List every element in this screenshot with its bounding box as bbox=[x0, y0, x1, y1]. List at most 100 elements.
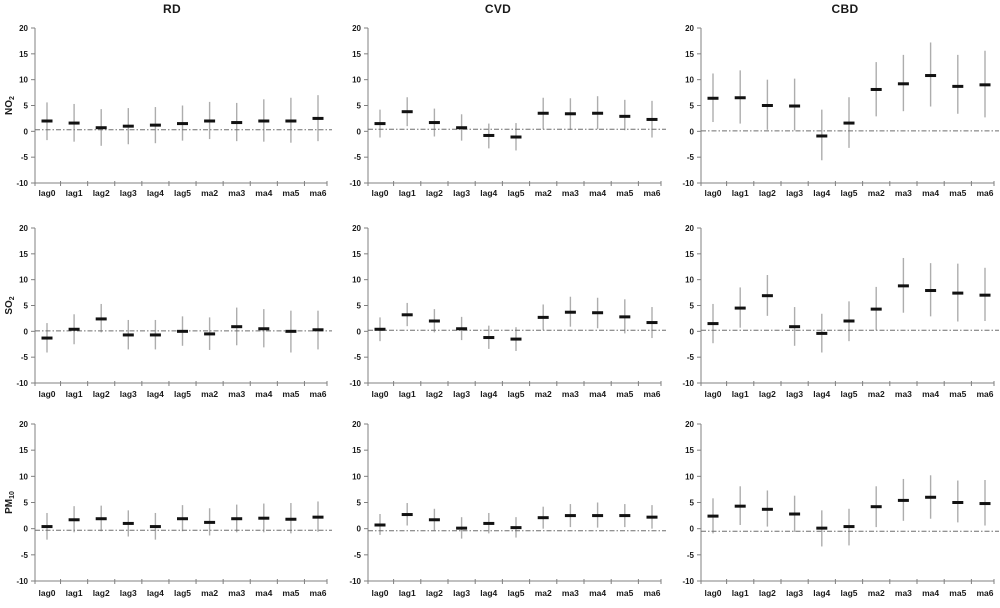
point-estimate bbox=[952, 291, 964, 295]
y-tick-label: 10 bbox=[19, 276, 28, 285]
category-label: lag1 bbox=[732, 588, 749, 598]
category-label: lag0 bbox=[704, 389, 721, 399]
point-estimate bbox=[68, 121, 80, 125]
y-tick-label: -10 bbox=[349, 179, 361, 188]
category-label: ma6 bbox=[976, 588, 993, 598]
y-tick-label: -5 bbox=[21, 153, 29, 162]
point-estimate bbox=[537, 315, 549, 319]
category-label: ma2 bbox=[535, 389, 552, 399]
category-label: ma5 bbox=[616, 588, 633, 598]
point-estimate bbox=[537, 516, 549, 520]
y-tick-label: -10 bbox=[349, 577, 361, 586]
category-label: lag1 bbox=[66, 588, 83, 598]
y-tick-label: -5 bbox=[354, 153, 362, 162]
category-label: ma3 bbox=[228, 389, 245, 399]
y-tick-label: 20 bbox=[352, 420, 361, 429]
category-label: ma4 bbox=[922, 389, 939, 399]
point-estimate bbox=[68, 518, 80, 522]
point-estimate bbox=[925, 289, 937, 293]
category-label: lag4 bbox=[147, 188, 164, 198]
point-estimate bbox=[789, 512, 801, 516]
y-tick-label: 20 bbox=[19, 420, 28, 429]
point-estimate bbox=[510, 135, 522, 139]
point-estimate bbox=[231, 121, 243, 125]
category-label: ma2 bbox=[868, 389, 885, 399]
point-estimate bbox=[707, 514, 719, 518]
point-estimate bbox=[231, 325, 243, 329]
y-axis-title: PM10 bbox=[4, 491, 16, 514]
y-tick-label: -5 bbox=[687, 153, 695, 162]
y-tick-label: 5 bbox=[690, 102, 695, 111]
category-label: ma6 bbox=[643, 188, 660, 198]
point-estimate bbox=[734, 306, 746, 310]
y-tick-label: 15 bbox=[19, 446, 28, 455]
point-estimate bbox=[95, 317, 107, 321]
point-estimate bbox=[149, 123, 161, 127]
point-estimate bbox=[897, 284, 909, 288]
point-estimate bbox=[952, 501, 964, 504]
y-tick-label: 0 bbox=[690, 525, 695, 534]
point-estimate bbox=[734, 96, 746, 100]
category-label: lag5 bbox=[174, 588, 191, 598]
category-label: ma4 bbox=[922, 188, 939, 198]
point-estimate bbox=[761, 104, 773, 107]
point-estimate bbox=[761, 294, 773, 298]
y-tick-label: 15 bbox=[352, 446, 361, 455]
point-estimate bbox=[789, 325, 801, 329]
y-tick-label: 15 bbox=[685, 446, 694, 455]
point-estimate bbox=[204, 119, 216, 123]
point-estimate bbox=[564, 514, 576, 518]
category-label: ma2 bbox=[868, 188, 885, 198]
category-label: ma4 bbox=[589, 188, 606, 198]
point-estimate bbox=[41, 336, 53, 340]
category-label: lag1 bbox=[399, 389, 416, 399]
panel-cvd-so2: -10 -5 0 5 10 15 20 lag0 lag1 lag2 lag3 lag4 lag5 ma2… bbox=[349, 224, 666, 399]
y-tick-label: 0 bbox=[24, 327, 29, 336]
category-label: lag0 bbox=[38, 588, 55, 598]
y-tick-label: -5 bbox=[687, 551, 695, 560]
point-estimate bbox=[428, 121, 440, 125]
category-label: lag2 bbox=[93, 389, 110, 399]
y-tick-label: 5 bbox=[357, 499, 362, 508]
category-label: ma3 bbox=[562, 389, 579, 399]
category-label: lag2 bbox=[426, 188, 443, 198]
y-tick-label: -10 bbox=[16, 577, 28, 586]
y-tick-label: -10 bbox=[682, 179, 694, 188]
point-estimate bbox=[619, 514, 631, 518]
point-estimate bbox=[204, 332, 216, 336]
y-tick-label: 0 bbox=[24, 127, 29, 136]
point-estimate bbox=[374, 523, 386, 527]
point-estimate bbox=[149, 525, 161, 529]
category-label: lag2 bbox=[759, 188, 776, 198]
category-label: ma5 bbox=[282, 188, 299, 198]
panel-cvd-pm10: -10 -5 0 5 10 15 20 lag0 lag1 lag2 lag3 lag4 lag5 ma2… bbox=[349, 420, 666, 598]
point-estimate bbox=[177, 122, 188, 126]
point-estimate bbox=[897, 82, 909, 86]
category-label: lag4 bbox=[480, 588, 497, 598]
category-label: lag5 bbox=[507, 188, 524, 198]
point-estimate bbox=[483, 521, 495, 525]
point-estimate bbox=[428, 319, 440, 323]
point-estimate bbox=[122, 521, 134, 525]
category-label: lag4 bbox=[480, 188, 497, 198]
point-estimate bbox=[979, 293, 991, 297]
point-estimate bbox=[312, 116, 324, 120]
category-label: lag3 bbox=[453, 588, 470, 598]
category-label: ma3 bbox=[562, 188, 579, 198]
y-tick-label: 5 bbox=[357, 102, 362, 111]
panel-rd-no2: -10 -5 0 5 10 15 20 lag0 lag1 lag2 lag3 lag4 lag5 ma2… bbox=[4, 24, 332, 198]
category-label: lag5 bbox=[840, 188, 857, 198]
category-label: ma2 bbox=[201, 389, 218, 399]
point-estimate bbox=[979, 502, 991, 506]
category-label: lag1 bbox=[399, 188, 416, 198]
category-label: lag3 bbox=[786, 188, 803, 198]
category-label: lag0 bbox=[704, 588, 721, 598]
column-title-cbd: CBD bbox=[831, 2, 859, 16]
category-label: ma2 bbox=[535, 188, 552, 198]
category-label: lag4 bbox=[147, 588, 164, 598]
point-estimate bbox=[734, 504, 746, 508]
point-estimate bbox=[258, 516, 270, 520]
category-label: lag0 bbox=[371, 389, 388, 399]
point-estimate bbox=[592, 311, 604, 315]
point-estimate bbox=[258, 119, 270, 123]
